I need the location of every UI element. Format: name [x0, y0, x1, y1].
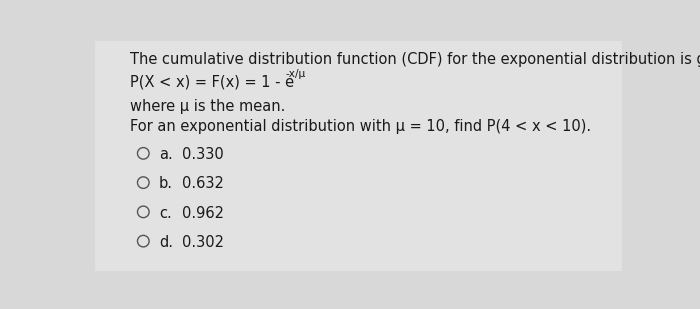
Text: b.: b.	[159, 176, 173, 192]
Text: The cumulative distribution function (CDF) for the exponential distribution is g: The cumulative distribution function (CD…	[130, 53, 700, 67]
Text: -x/μ: -x/μ	[286, 70, 306, 79]
Text: 0.330: 0.330	[182, 147, 224, 162]
Text: where μ is the mean.: where μ is the mean.	[130, 99, 286, 114]
Text: 0.962: 0.962	[182, 206, 224, 221]
Text: c.: c.	[159, 206, 172, 221]
Text: d.: d.	[159, 235, 173, 250]
Text: 0.302: 0.302	[182, 235, 224, 250]
Text: For an exponential distribution with μ = 10, find P(4 < x < 10).: For an exponential distribution with μ =…	[130, 119, 592, 134]
Text: P(X < x) = F(x) = 1 - e: P(X < x) = F(x) = 1 - e	[130, 74, 294, 89]
Text: a.: a.	[159, 147, 173, 162]
Text: 0.632: 0.632	[182, 176, 224, 192]
